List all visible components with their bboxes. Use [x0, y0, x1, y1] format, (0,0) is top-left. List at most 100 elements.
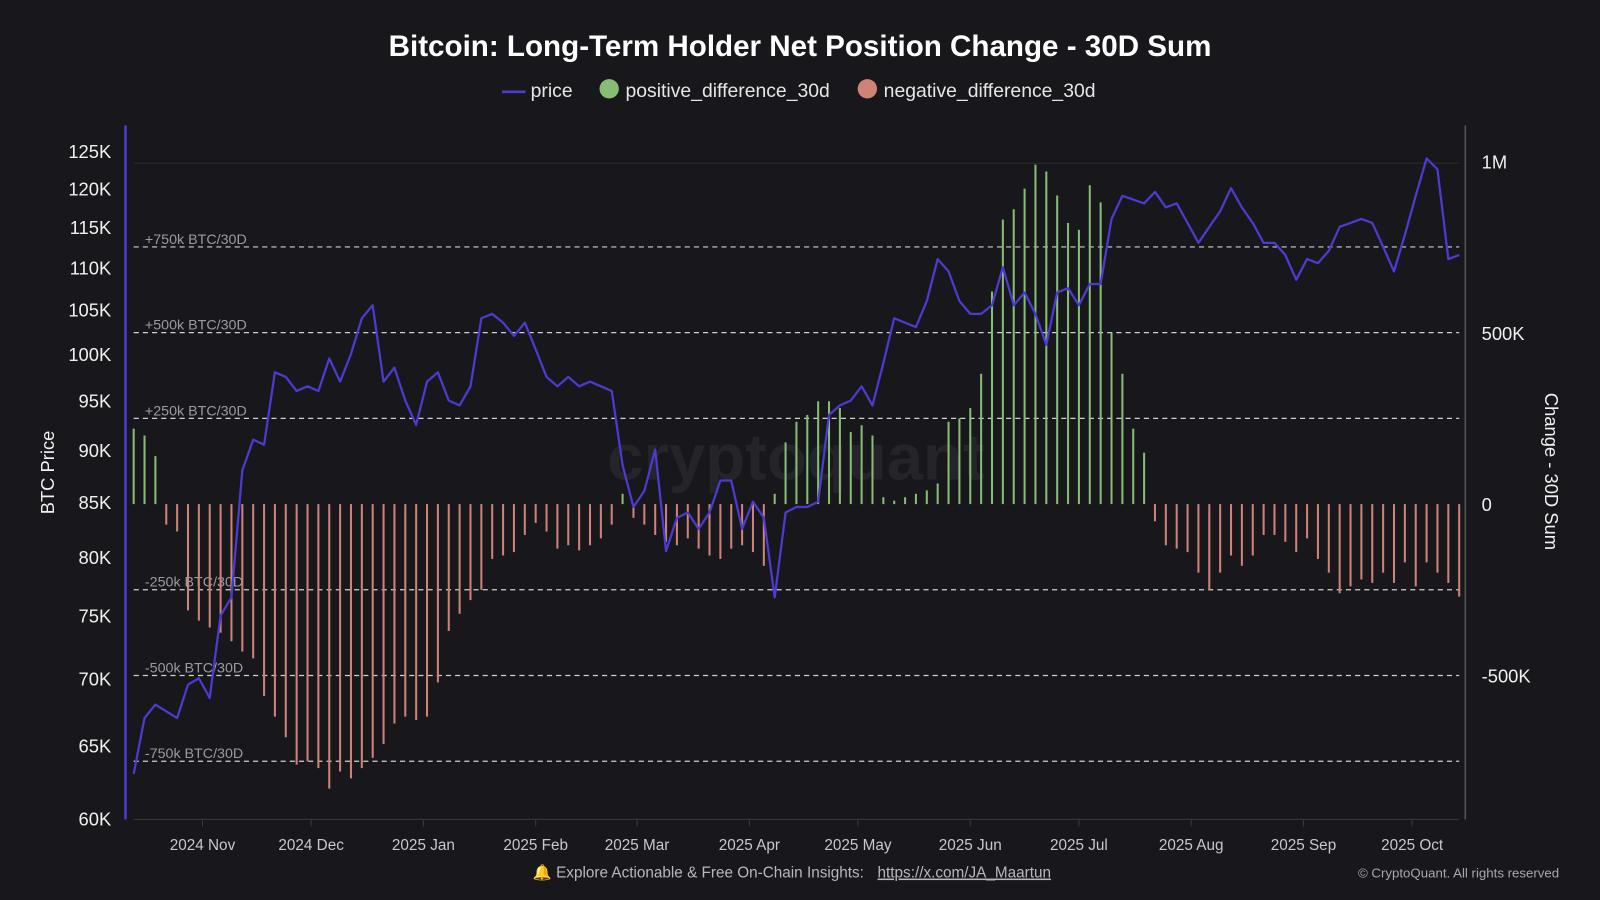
positive-bar	[1023, 188, 1026, 505]
positive-bar	[1056, 195, 1059, 505]
negative-bar	[610, 504, 613, 525]
positive-bar	[1132, 428, 1135, 505]
positive-bar	[871, 435, 874, 505]
left-tick-label: 120K	[68, 178, 112, 199]
left-tick-label: 90K	[79, 440, 112, 461]
negative-bar	[1458, 504, 1461, 597]
positive-bar	[969, 408, 972, 505]
negative-bar	[1284, 504, 1287, 542]
left-axis-ticks: 125K 120K 115K 110K 105K 100K 95K 90K 85K 80K 75K 7…	[68, 141, 112, 829]
negative-bar	[675, 504, 678, 546]
legend-dot-icon	[599, 79, 619, 99]
negative-bar	[263, 504, 266, 697]
legend-label: price	[531, 80, 573, 102]
positive-bar	[132, 428, 135, 505]
reference-line-label: +250k BTC/30D	[145, 403, 247, 419]
negative-bar	[295, 504, 298, 765]
negative-bar	[349, 504, 352, 779]
right-tick-label: -500K	[1482, 666, 1532, 687]
negative-bar	[502, 504, 505, 556]
x-tick-label: 2025 Sep	[1271, 837, 1337, 854]
negative-bar	[686, 504, 689, 539]
negative-bar	[1208, 504, 1211, 590]
reference-line-label: -250k BTC/30D	[145, 575, 243, 591]
negative-bar	[1403, 504, 1406, 563]
negative-bar	[643, 504, 646, 525]
x-tick-label: 2025 Aug	[1159, 837, 1224, 854]
positive-bar	[1099, 202, 1102, 505]
negative-bar	[458, 504, 461, 614]
negative-bar	[1251, 504, 1254, 556]
positive-bar	[1110, 332, 1113, 505]
positive-bar	[621, 493, 624, 505]
negative-bar	[1425, 504, 1428, 563]
negative-bar	[273, 504, 276, 717]
x-tick-label: 2025 Oct	[1381, 837, 1444, 854]
positive-bar	[1034, 164, 1037, 505]
negative-bar	[1349, 504, 1352, 587]
negative-bar	[1262, 504, 1265, 535]
positive-bar	[925, 490, 928, 505]
negative-bar	[1197, 504, 1200, 573]
legend-item-positive[interactable]: positive_difference_30d	[599, 79, 830, 102]
legend-dot-icon	[857, 79, 878, 99]
copyright: © CryptoQuant. All rights reserved	[1358, 866, 1559, 881]
negative-bar	[1382, 504, 1385, 573]
negative-bar	[665, 504, 668, 542]
negative-bar	[393, 504, 396, 724]
x-tick-label: 2025 Feb	[503, 837, 568, 854]
positive-bar	[806, 414, 809, 505]
positive-bar	[958, 418, 961, 505]
negative-bar	[632, 504, 635, 518]
legend: price positive_difference_30d negative_d…	[502, 79, 1096, 102]
negative-bar	[751, 504, 754, 553]
negative-bar	[252, 504, 255, 659]
right-axis-title: Change - 30D Sum	[1541, 393, 1562, 550]
negative-bar	[1414, 504, 1417, 587]
left-tick-label: 70K	[79, 668, 112, 689]
negative-bar	[534, 504, 537, 523]
positive-bar	[849, 432, 852, 505]
left-tick-label: 60K	[79, 809, 112, 830]
left-tick-label: 100K	[68, 344, 112, 365]
x-tick-label: 2025 Apr	[719, 837, 780, 854]
left-tick-label: 115K	[70, 217, 112, 238]
left-tick-label: 85K	[79, 492, 112, 513]
chart-title: Bitcoin: Long-Term Holder Net Position C…	[389, 30, 1212, 63]
legend-item-negative[interactable]: negative_difference_30d	[857, 79, 1096, 102]
negative-bar	[382, 504, 385, 745]
positive-bar	[1143, 452, 1146, 505]
negative-bar	[545, 504, 548, 532]
negative-bar	[567, 504, 570, 546]
positive-bar	[990, 291, 994, 505]
negative-bar	[447, 504, 450, 631]
negative-bar	[556, 504, 559, 549]
negative-bar	[1447, 504, 1450, 583]
negative-bar	[284, 504, 287, 738]
negative-bar	[426, 504, 429, 717]
right-tick-label: 500K	[1482, 323, 1526, 344]
negative-bar	[1164, 504, 1167, 546]
footer-text: Explore Actionable & Free On-Chain Insig…	[556, 865, 864, 882]
negative-bar	[1360, 504, 1363, 580]
right-axis-ticks: 1M 500K 0 -500K	[1482, 151, 1532, 686]
positive-bar	[1121, 373, 1124, 505]
negative-bar	[371, 504, 374, 758]
positive-bar	[143, 435, 146, 505]
left-axis-title: BTC Price	[37, 431, 58, 515]
price-line	[132, 157, 1460, 775]
x-axis-ticks: 2024 Nov 2024 Dec 2025 Jan 2025 Feb 2025 Mar…	[170, 819, 1444, 854]
left-tick-label: 75K	[79, 606, 112, 627]
x-tick-label: 2025 Jun	[939, 837, 1002, 854]
footer-link[interactable]: https://x.com/JA_Maartun	[878, 865, 1051, 882]
negative-bar	[588, 504, 592, 546]
positive-bar	[914, 493, 917, 505]
positive-bar	[1067, 222, 1070, 505]
legend-item-price[interactable]: price	[502, 80, 573, 102]
positive-bar	[1045, 171, 1048, 505]
negative-bar	[1392, 504, 1396, 583]
negative-bar	[719, 504, 722, 559]
negative-bar	[1306, 504, 1309, 539]
negative-bar	[1338, 504, 1341, 594]
